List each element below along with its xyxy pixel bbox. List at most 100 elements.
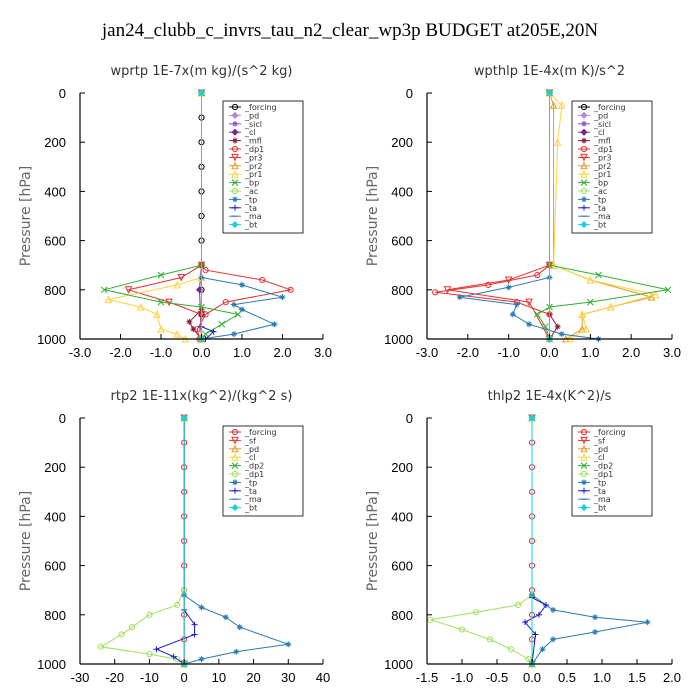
- data-point: [486, 636, 494, 643]
- legend-marker: [231, 504, 239, 512]
- legend: _forcing_sf_pd_cl_dp2_dp1_tp_ta_ma_bt: [222, 425, 304, 517]
- x-tick-label: 2.0: [273, 345, 291, 360]
- data-point: [606, 302, 615, 311]
- data-point: [525, 655, 532, 663]
- data-point: [239, 306, 245, 313]
- y-tick-label: 400: [391, 184, 413, 199]
- data-point: [118, 631, 125, 638]
- y-tick-label: 800: [391, 283, 413, 298]
- legend-entry: _forcing: [244, 428, 277, 437]
- data-point: [525, 298, 533, 307]
- data-point: [157, 271, 165, 279]
- legend-marker: [580, 128, 588, 136]
- legend-marker: [580, 462, 588, 469]
- x-tick-label: 2.0: [622, 345, 640, 360]
- legend-entry: _pd: [593, 445, 608, 454]
- x-tick-label: 0.0: [192, 345, 210, 360]
- data-point: [202, 267, 209, 274]
- x-tick-label: -2.0: [109, 345, 131, 360]
- legend-entry: _mfl: [593, 137, 611, 146]
- legend-marker: [580, 470, 588, 478]
- panel-title: wprtp 1E-7x(m kg)/(s^2 kg): [111, 64, 293, 79]
- y-tick-label: 400: [44, 509, 66, 524]
- x-tick-label: -1.0: [451, 670, 473, 685]
- legend-entry: _forcing: [593, 103, 626, 112]
- x-tick-label: 1.0: [233, 345, 251, 360]
- data-point: [236, 624, 243, 631]
- legend-marker: [231, 145, 239, 153]
- legend-entry: _sicl: [244, 120, 262, 129]
- y-tick-label: 600: [44, 234, 66, 249]
- legend-marker: [231, 462, 239, 469]
- x-tick-label: 1.0: [581, 345, 599, 360]
- legend-marker: [580, 153, 588, 162]
- data-point: [522, 619, 528, 626]
- legend-marker: [232, 204, 238, 211]
- data-point: [458, 626, 466, 633]
- data-point: [146, 611, 153, 618]
- data-point: [526, 321, 533, 328]
- data-point: [191, 631, 198, 638]
- data-point: [271, 321, 278, 328]
- legend-entry: _ta: [244, 204, 257, 213]
- data-point: [432, 289, 439, 296]
- legend-entry: _bt: [593, 221, 606, 230]
- series-line: [99, 418, 185, 665]
- legend-entry: _bp: [244, 179, 259, 188]
- data-point: [553, 138, 562, 146]
- legend-entry: _tp: [593, 195, 606, 204]
- y-tick-label: 200: [391, 135, 413, 150]
- x-tick-label: 0: [181, 670, 188, 685]
- panel-title: rtp2 1E-11x(kg^2)/(kg^2 s): [111, 389, 293, 404]
- data-point: [234, 311, 242, 318]
- legend-entry: _pd: [593, 111, 608, 120]
- y-tick-label: 1000: [384, 657, 413, 672]
- legend-marker: [581, 137, 587, 144]
- legend-marker: [580, 111, 588, 119]
- legend-marker: [580, 453, 588, 461]
- data-point: [651, 290, 660, 299]
- main-title: jan24_clubb_c_invrs_tau_n2_clear_wp3p BU…: [101, 20, 599, 41]
- legend-entry: _cl: [244, 128, 256, 137]
- series-line: [430, 418, 533, 665]
- legend-entry: _ac: [244, 187, 258, 196]
- legend-entry: _cl: [593, 128, 605, 137]
- y-tick-label: 600: [44, 559, 66, 574]
- data-point: [153, 310, 161, 318]
- data-point: [259, 276, 266, 284]
- data-point: [485, 281, 492, 288]
- legend-entry: _bt: [244, 504, 257, 513]
- legend-entry: _dp1: [593, 145, 613, 154]
- legend-marker: [232, 137, 238, 144]
- legend-entry: _dp1: [593, 470, 613, 479]
- y-tick-label: 0: [406, 86, 413, 101]
- legend-entry: _bt: [593, 504, 606, 513]
- legend-entry: _ma: [244, 495, 262, 504]
- data-point: [543, 601, 549, 608]
- legend-entry: _dp1: [244, 470, 264, 479]
- legend: _forcing_pd_sicl_cl_mfl_dp1_pr3_pr2_pr1_…: [222, 100, 304, 234]
- data-point: [146, 651, 153, 658]
- data-point: [595, 271, 602, 279]
- data-point: [644, 619, 651, 626]
- data-point: [592, 629, 598, 636]
- data-point: [557, 101, 566, 109]
- legend-entry: _ma: [593, 212, 611, 221]
- legend-marker: [231, 187, 239, 195]
- series-line: [549, 92, 654, 340]
- y-tick-label: 800: [44, 608, 66, 623]
- data-point: [533, 311, 541, 318]
- data-point: [194, 326, 201, 333]
- data-point: [285, 641, 292, 648]
- x-tick-label: -2.0: [457, 345, 479, 360]
- data-point: [507, 646, 515, 653]
- x-tick-label: -1.0: [150, 345, 172, 360]
- legend-marker: [232, 196, 238, 203]
- legend-entry: _dp2: [593, 462, 613, 471]
- data-point: [539, 646, 546, 653]
- data-point: [456, 294, 463, 301]
- series-dp1: [427, 414, 536, 668]
- legend-entry: _ac: [593, 187, 607, 196]
- data-point: [586, 298, 594, 306]
